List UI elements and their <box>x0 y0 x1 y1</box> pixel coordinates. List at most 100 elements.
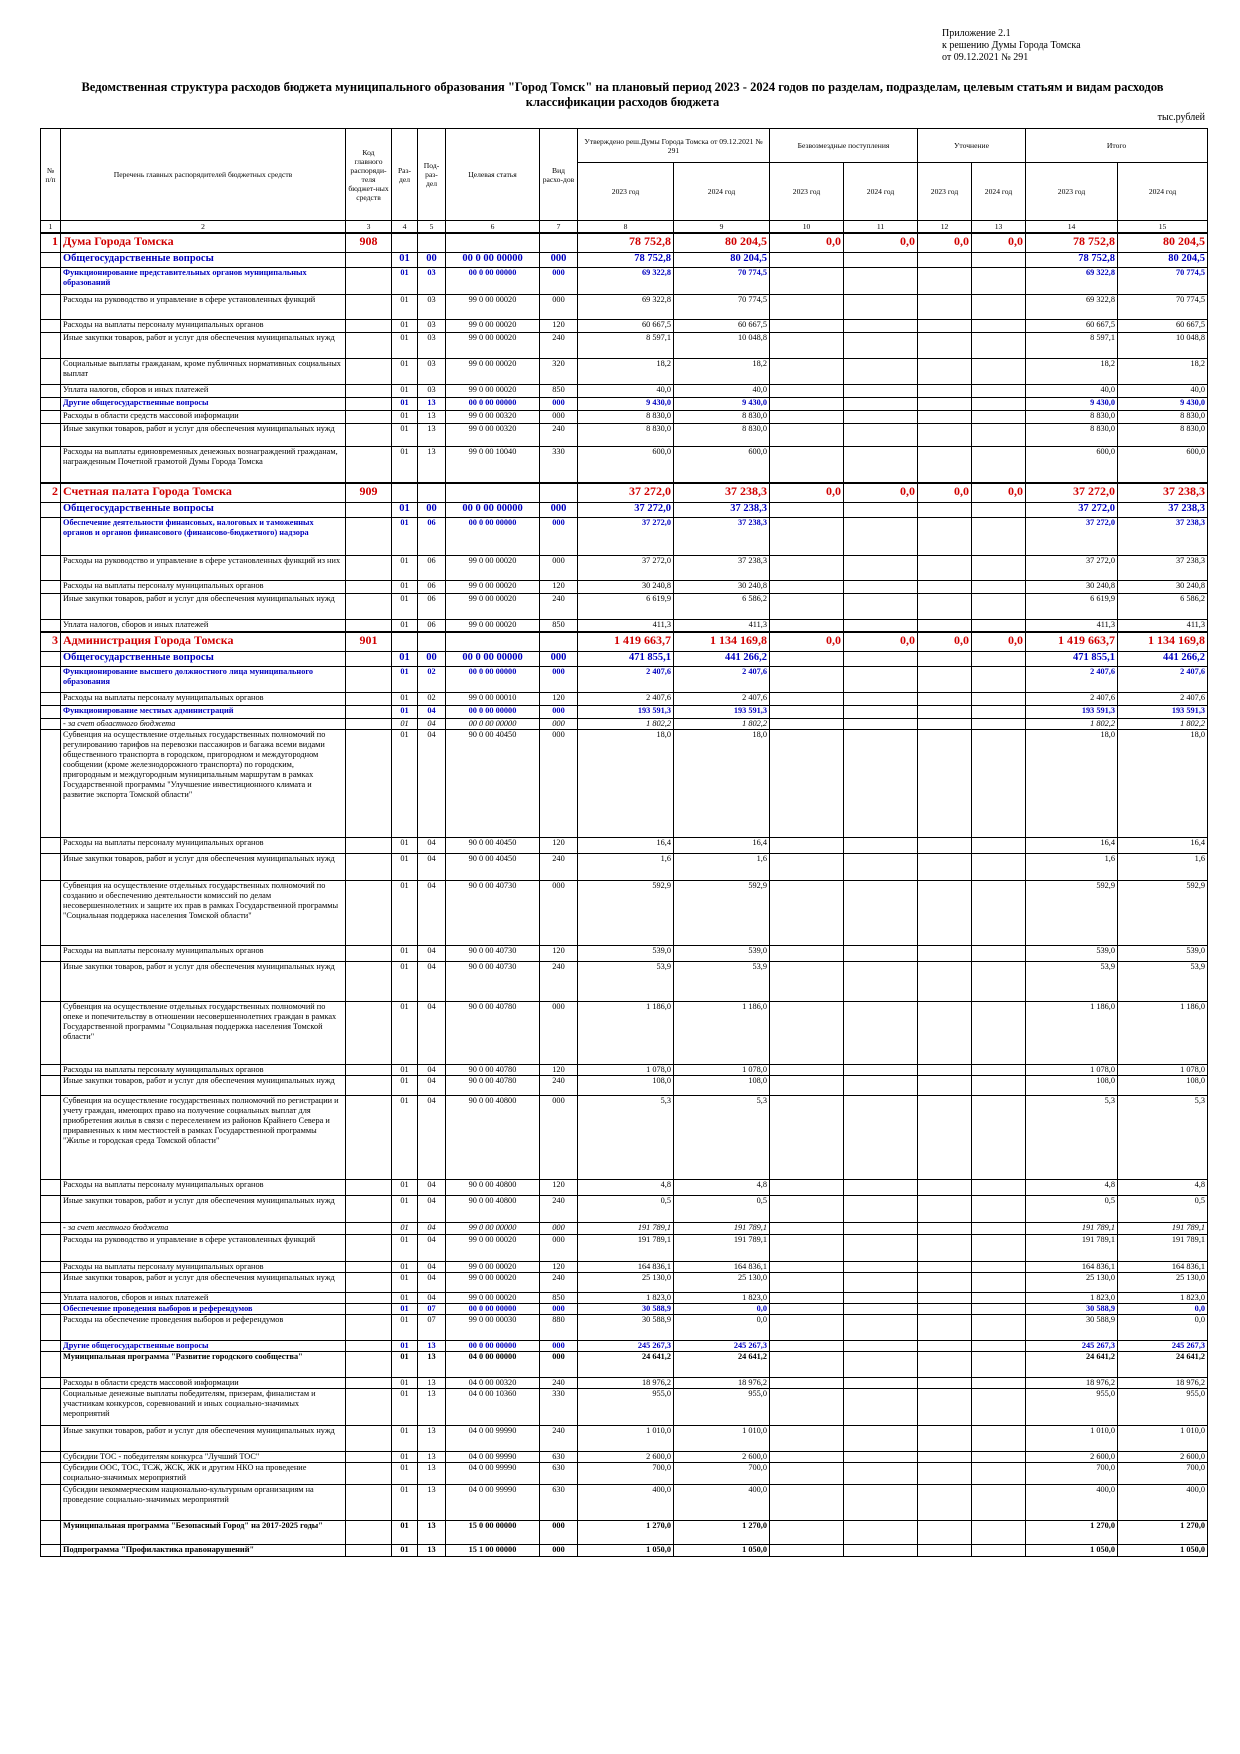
row-vr: 000 <box>539 410 578 424</box>
row-name: Иные закупки товаров, работ и услуг для … <box>60 423 346 447</box>
gratuitous-2024 <box>842 1544 919 1557</box>
clarification-2023 <box>917 853 973 881</box>
row-name: Уплата налогов, сборов и иных платежей <box>60 384 346 398</box>
row-vr: 880 <box>539 1314 578 1341</box>
total-2023: 1 050,0 <box>1025 1544 1119 1557</box>
row-name: Обеспечение проведения выборов и референ… <box>60 1303 346 1315</box>
row-csr: 00 0 00 00000 <box>445 516 540 556</box>
row-name: Иные закупки товаров, работ и услуг для … <box>60 1272 346 1293</box>
approved-2023: 2 407,6 <box>577 692 674 706</box>
total-2023: 2 407,6 <box>1025 692 1119 706</box>
annex-line: Приложение 2.1 <box>942 28 1011 39</box>
row-csr: 99 0 00 00020 <box>445 1261 540 1273</box>
approved-2023: 191 789,1 <box>577 1234 674 1262</box>
row-code <box>345 618 392 633</box>
approved-2023: 24 641,2 <box>577 1351 674 1378</box>
row-podrazdel: 13 <box>417 397 446 411</box>
row-csr: 90 0 00 40730 <box>445 880 540 946</box>
row-name: Дума Города Томска <box>60 232 346 253</box>
row-number <box>40 880 61 946</box>
row-razdel: 01 <box>391 332 418 359</box>
gratuitous-2023 <box>769 718 844 730</box>
row-csr: 99 0 00 00020 <box>445 319 540 333</box>
gratuitous-2024 <box>842 501 919 518</box>
row-podrazdel: 03 <box>417 267 446 295</box>
clarification-2024 <box>971 705 1027 719</box>
total-2024: 1 134 169,8 <box>1117 631 1209 652</box>
gratuitous-2023 <box>769 1388 844 1426</box>
clarification-2024 <box>971 692 1027 706</box>
row-name: Субсидии некоммерческим национально-куль… <box>60 1484 346 1521</box>
table-row: Субсидии некоммерческим национально-куль… <box>40 1484 1209 1521</box>
row-number: 2 <box>40 481 61 503</box>
clarification-2023 <box>917 1484 973 1521</box>
row-razdel: 01 <box>391 1425 418 1452</box>
row-csr: 90 0 00 40800 <box>445 1179 540 1196</box>
row-razdel: 01 <box>391 1075 418 1096</box>
table-row: Обеспечение деятельности финансовых, нал… <box>40 516 1209 556</box>
table-row: - за счет местного бюджета 01 04 99 0 00 00… <box>40 1222 1209 1235</box>
gratuitous-2023: 0,0 <box>769 631 844 652</box>
gratuitous-2024 <box>842 516 919 556</box>
total-2024: 8 830,0 <box>1117 410 1209 424</box>
row-name: Социальные выплаты гражданам, кроме публ… <box>60 358 346 385</box>
row-number <box>40 554 61 581</box>
clarification-2023 <box>917 1303 973 1315</box>
row-vr: 240 <box>539 1272 578 1293</box>
row-code <box>345 1195 392 1223</box>
total-2023: 4,8 <box>1025 1179 1119 1196</box>
row-vr: 120 <box>539 1261 578 1273</box>
row-vr: 000 <box>539 1340 578 1352</box>
row-razdel: 01 <box>391 397 418 411</box>
row-number <box>40 1314 61 1341</box>
row-code <box>345 423 392 447</box>
row-code <box>345 1272 392 1293</box>
approved-2023: 5,3 <box>577 1095 674 1180</box>
row-vr: 630 <box>539 1484 578 1521</box>
row-csr: 00 0 00 00000 <box>445 267 540 295</box>
gratuitous-2023 <box>769 358 844 385</box>
row-name: Обеспечение деятельности финансовых, нал… <box>60 516 346 556</box>
gratuitous-2023 <box>769 1544 844 1557</box>
gratuitous-2023 <box>769 1292 844 1304</box>
gratuitous-2023 <box>769 410 844 424</box>
row-csr: 04 0 00 00000 <box>445 1351 540 1378</box>
table-row: Субвенция на осуществление отдельных гос… <box>40 1001 1209 1065</box>
approved-2023: 37 272,0 <box>577 554 674 581</box>
gratuitous-2024 <box>842 945 919 962</box>
table-row: Расходы на руководство и управление в сф… <box>40 294 1209 320</box>
total-2024: 191 789,1 <box>1117 1222 1209 1235</box>
approved-2024: 191 789,1 <box>673 1234 770 1262</box>
row-name: Расходы на выплаты персоналу муниципальн… <box>60 319 346 333</box>
row-vr: 120 <box>539 1064 578 1076</box>
row-code <box>345 1303 392 1315</box>
clarification-2024 <box>971 267 1027 295</box>
table-row: Иные закупки товаров, работ и услуг для … <box>40 1075 1209 1096</box>
row-csr: 90 0 00 40780 <box>445 1064 540 1076</box>
row-vr: 120 <box>539 319 578 333</box>
row-number <box>40 705 61 719</box>
table-row: 3 Администрация Города Томска 901 1 419 663… <box>40 631 1209 652</box>
clarification-2024 <box>971 1377 1027 1389</box>
row-csr: 00 0 00 00000 <box>445 1340 540 1352</box>
document-title: Ведомственная структура расходов бюджета… <box>81 80 1164 109</box>
total-2024: 539,0 <box>1117 945 1209 962</box>
row-vr: 000 <box>539 252 578 268</box>
gratuitous-2024 <box>842 252 919 268</box>
clarification-2024 <box>971 1292 1027 1304</box>
table-row: Расходы на выплаты персоналу муниципальн… <box>40 319 1209 333</box>
row-vr: 000 <box>539 554 578 581</box>
row-csr: 99 0 00 00320 <box>445 423 540 447</box>
table-row: Расходы на выплаты персоналу муниципальн… <box>40 692 1209 706</box>
approved-2024: 70 774,5 <box>673 267 770 295</box>
total-2024: 70 774,5 <box>1117 294 1209 320</box>
total-2023: 25 130,0 <box>1025 1272 1119 1293</box>
row-number <box>40 666 61 693</box>
table-row: Расходы на выплаты персоналу муниципальн… <box>40 837 1209 854</box>
row-name: Иные закупки товаров, работ и услуг для … <box>60 1425 346 1452</box>
row-vr: 850 <box>539 384 578 398</box>
total-2024: 24 641,2 <box>1117 1351 1209 1378</box>
row-vr: 000 <box>539 1001 578 1065</box>
row-name: Уплата налогов, сборов и иных платежей <box>60 1292 346 1304</box>
row-code <box>345 1234 392 1262</box>
